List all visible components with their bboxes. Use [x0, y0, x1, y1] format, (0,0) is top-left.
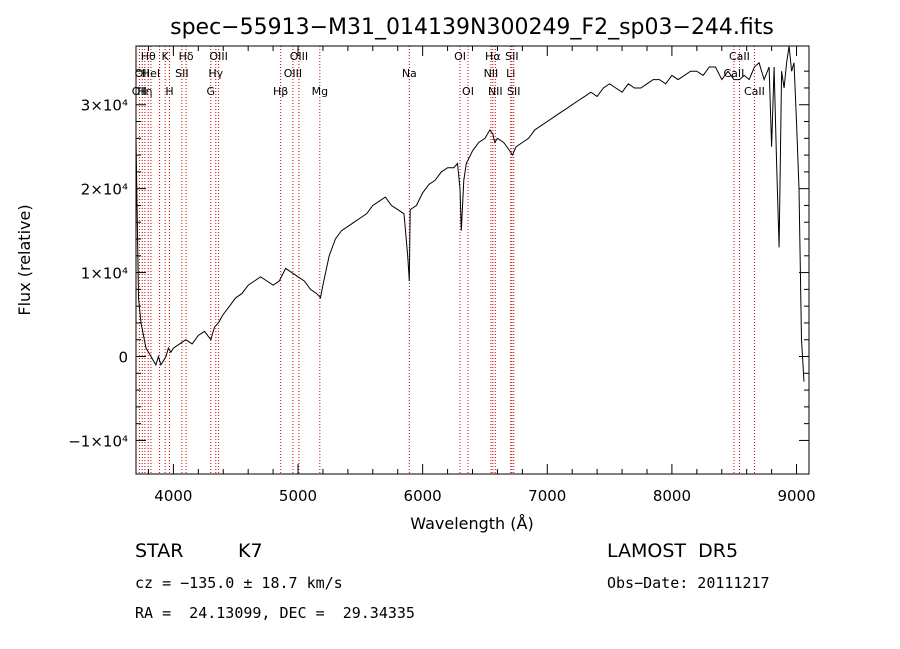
- emission-line-label: K: [162, 50, 170, 63]
- emission-line-label: OI: [462, 85, 474, 98]
- emission-line-label: OI: [454, 50, 466, 63]
- emission-line-label: OIII: [284, 67, 302, 80]
- x-tick-label: 6000: [404, 487, 442, 505]
- x-tick-label: 4000: [154, 487, 192, 505]
- y-axis-label: Flux (relative): [15, 204, 34, 315]
- emission-line-label: Hγ: [208, 67, 223, 80]
- emission-line-label: Hη: [137, 85, 152, 98]
- y-tick-label: 1×10⁴: [81, 265, 128, 283]
- emission-line-label: Hβ: [273, 85, 288, 98]
- emission-line-label: Hδ: [179, 50, 194, 63]
- y-tick-label: 0: [118, 349, 128, 367]
- emission-line-label: OII: [135, 67, 150, 80]
- emission-line-labels: OIIOIIHηHθHeIKHSIIHδGHγOIIIHβOIIIOIIIMgN…: [132, 50, 765, 98]
- x-tick-label: 9000: [777, 487, 815, 505]
- coordinates-readout: RA = 24.13099, DEC = 29.34335: [135, 604, 415, 622]
- emission-line-label: Li: [506, 67, 515, 80]
- plot-frame: [135, 45, 810, 475]
- emission-line-label: Hα: [485, 50, 501, 63]
- x-axis-label: Wavelength (Å): [410, 514, 533, 533]
- object-class: STAR: [135, 540, 184, 562]
- emission-line-label: CaII: [744, 85, 765, 98]
- emission-line-label: Hθ: [141, 50, 156, 63]
- emission-line-label: NII: [488, 85, 503, 98]
- chart-title: spec−55913−M31_014139N300249_F2_sp03−244…: [170, 15, 774, 40]
- emission-line-label: SII: [507, 85, 520, 98]
- emission-line-markers: [138, 46, 755, 474]
- emission-line-label: OIII: [290, 50, 308, 63]
- observation-date: Obs−Date: 20111217: [607, 574, 770, 592]
- x-tick-label: 5000: [279, 487, 317, 505]
- y-tick-label: −1×10⁴: [68, 432, 128, 450]
- axis-ticks: 4000 5000 6000 7000 8000 9000 −1×10⁴ 0 1×10⁴ 2×10…: [68, 46, 816, 505]
- emission-line-label: Mg: [312, 85, 328, 98]
- object-subclass: K7: [238, 540, 263, 562]
- emission-line-label: HeI: [142, 67, 160, 80]
- emission-line-label: NII: [484, 67, 499, 80]
- x-tick-label: 8000: [653, 487, 691, 505]
- velocity-readout: cz = −135.0 ± 18.7 km/s: [135, 574, 343, 592]
- emission-line-label: G: [207, 85, 216, 98]
- emission-line-label: OIII: [209, 50, 227, 63]
- emission-line-label: Na: [402, 67, 417, 80]
- emission-line-label: CaII: [729, 50, 750, 63]
- emission-line-label: H: [165, 85, 173, 98]
- y-tick-label: 3×10⁴: [81, 97, 128, 115]
- emission-line-label: CaII: [724, 67, 745, 80]
- survey-name: LAMOST DR5: [607, 540, 739, 562]
- emission-line-label: SII: [505, 50, 518, 63]
- x-tick-label: 7000: [528, 487, 566, 505]
- emission-line-label: SII: [175, 67, 188, 80]
- y-tick-label: 2×10⁴: [81, 181, 128, 199]
- spectrum-line: [135, 45, 805, 382]
